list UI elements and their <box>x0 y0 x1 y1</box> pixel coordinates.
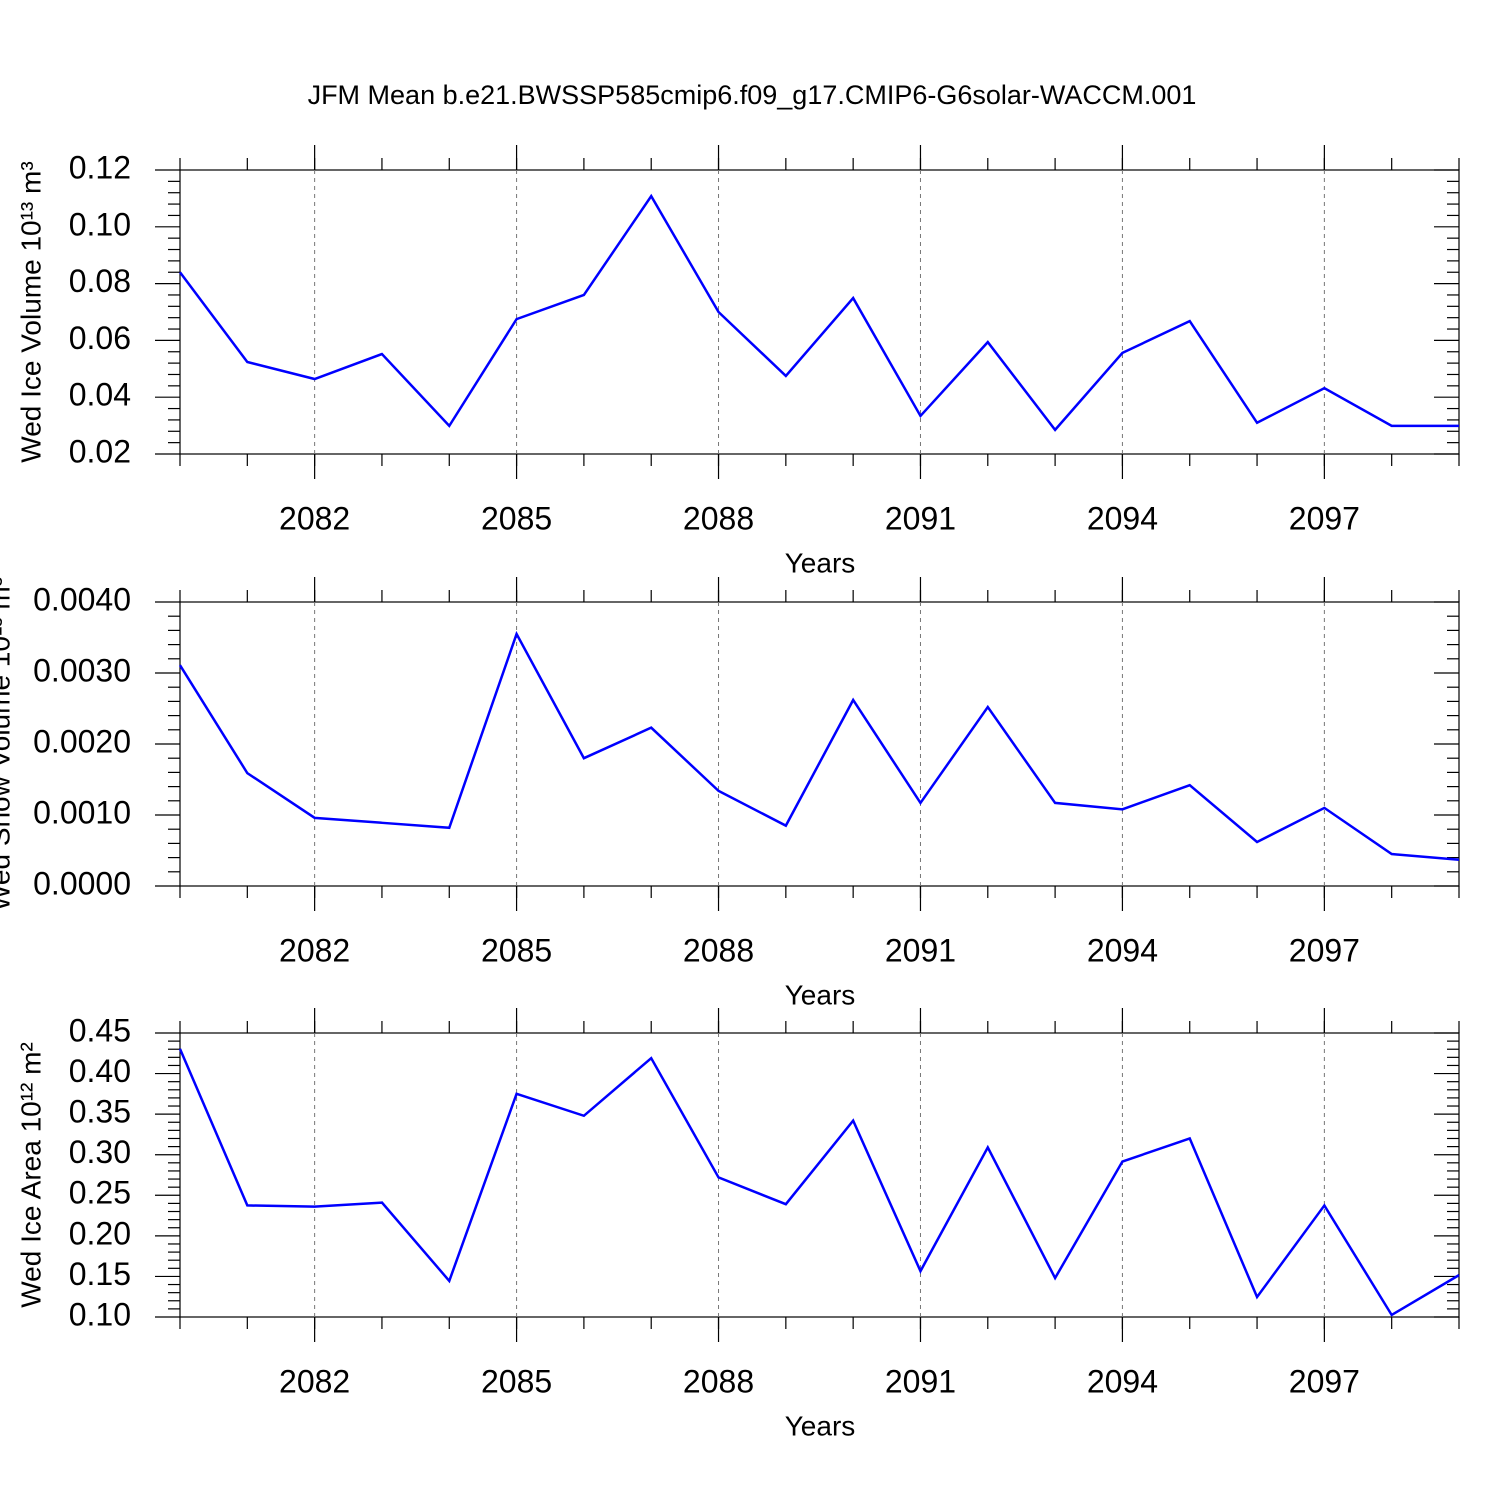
plot-frame <box>179 1032 1460 1318</box>
x-tick-label: 2085 <box>481 500 552 536</box>
x-tick-label: 2097 <box>1289 932 1360 968</box>
y-tick-label: 0.35 <box>69 1094 131 1130</box>
data-line <box>178 1048 1460 1317</box>
x-tick-label: 2082 <box>279 1363 350 1399</box>
y-tick-label: 0.30 <box>69 1134 131 1170</box>
x-tick-label: 2091 <box>885 932 956 968</box>
y-tick-label: 0.40 <box>69 1053 131 1089</box>
y-tick-label: 0.20 <box>69 1215 131 1251</box>
y-tick-label: 0.06 <box>69 320 131 356</box>
x-tick-label: 2094 <box>1087 500 1158 536</box>
y-tick-label: 0.12 <box>69 149 131 185</box>
data-line <box>178 630 1460 861</box>
x-tick-label: 2091 <box>885 500 956 536</box>
x-tick-label: 2088 <box>683 1363 754 1399</box>
y-tick-label: 0.45 <box>69 1012 131 1048</box>
y-tick-label: 0.0040 <box>33 581 131 617</box>
x-tick-label: 2097 <box>1289 1363 1360 1399</box>
x-tick-label: 2082 <box>279 932 350 968</box>
y-tick-label: 0.15 <box>69 1256 131 1292</box>
chart-title: JFM Mean b.e21.BWSSP585cmip6.f09_g17.CMI… <box>308 80 1197 110</box>
x-tick-label: 2085 <box>481 932 552 968</box>
y-axis-label: Wed Snow Volume 10¹³ m³ <box>0 577 15 911</box>
y-tick-label: 0.25 <box>69 1175 131 1211</box>
y-tick-label: 0.0000 <box>33 865 131 901</box>
y-tick-label: 0.10 <box>69 1296 131 1332</box>
y-tick-label: 0.04 <box>69 377 131 413</box>
y-tick-label: 0.08 <box>69 263 131 299</box>
x-tick-label: 2094 <box>1087 932 1158 968</box>
x-axis-label: Years <box>785 979 856 1010</box>
plot-frame <box>179 169 1460 455</box>
x-axis-label: Years <box>785 547 856 578</box>
y-tick-label: 0.10 <box>69 206 131 242</box>
x-tick-label: 2097 <box>1289 500 1360 536</box>
y-tick-label: 0.02 <box>69 433 131 469</box>
x-axis-label: Years <box>785 1410 856 1441</box>
y-axis-label: Wed Ice Area 10¹² m² <box>15 1042 46 1308</box>
x-tick-label: 2088 <box>683 500 754 536</box>
data-line <box>179 193 1459 432</box>
x-tick-label: 2085 <box>481 1363 552 1399</box>
y-tick-label: 0.0030 <box>33 652 131 688</box>
x-tick-label: 2094 <box>1087 1363 1158 1399</box>
y-tick-label: 0.0020 <box>33 723 131 759</box>
x-tick-label: 2082 <box>279 500 350 536</box>
x-tick-label: 2091 <box>885 1363 956 1399</box>
x-tick-label: 2088 <box>683 932 754 968</box>
y-tick-label: 0.0010 <box>33 794 131 830</box>
y-axis-label: Wed Ice Volume 10¹³ m³ <box>15 161 46 462</box>
